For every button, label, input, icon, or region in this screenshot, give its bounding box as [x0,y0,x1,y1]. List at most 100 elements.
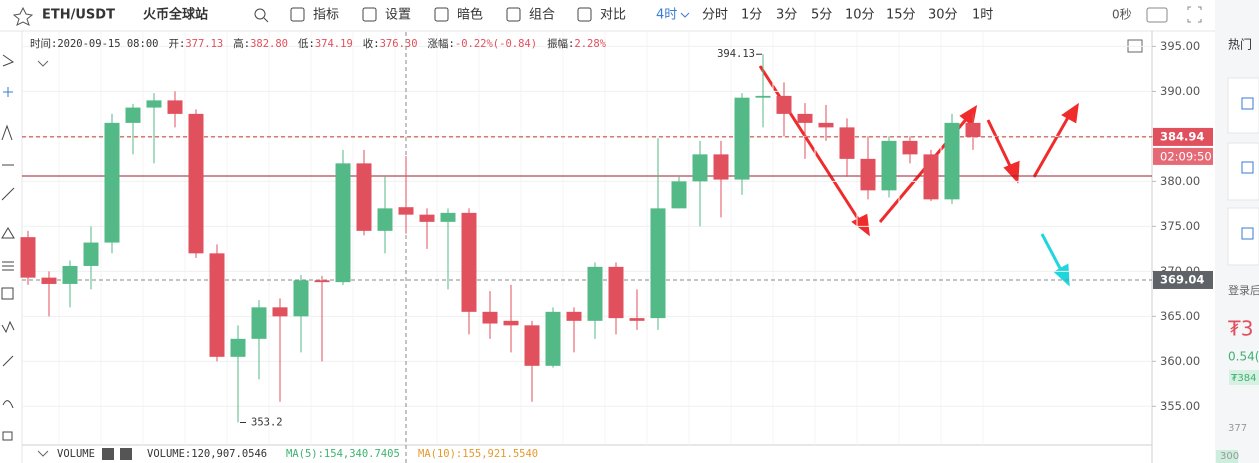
side-level: 300 [1220,451,1239,462]
checkbox[interactable] [1241,97,1254,110]
info-value: 376.30 [380,38,418,50]
collapse-icon[interactable] [37,60,49,67]
interval-button[interactable]: 5分 [811,8,832,23]
side-level: 377 [1228,423,1247,434]
tool-button[interactable]: 对比 [600,8,626,23]
last-price-tag [1153,127,1213,146]
candle-body [419,214,435,222]
candle-body [734,97,750,180]
tool-icon[interactable] [1,320,15,334]
candle-body [146,100,162,108]
info-label: 振幅: [547,37,574,50]
arrow [1040,233,1064,273]
tool-icon[interactable] [2,431,13,441]
candle-body [251,307,267,339]
tool-icon[interactable] [2,400,14,409]
y-tick-label: 390.00 [1160,84,1200,98]
arrow [986,119,1014,171]
candle-body [944,122,960,200]
checkbox[interactable] [1241,227,1254,240]
interval-caret [680,12,690,18]
candle-body [503,320,519,326]
candle-body [692,154,708,182]
alert-tag-text: 369.04 [1160,272,1204,286]
candle-body [440,212,456,222]
info-value: -0.22%(-0.84) [455,38,537,50]
favorite-icon[interactable] [12,6,34,26]
candle-body [629,318,645,321]
candle-body [272,307,288,317]
tool-icon[interactable] [2,261,14,271]
candle-body [650,208,666,319]
interval-button[interactable]: 3分 [776,8,797,23]
y-tick-label: 365.00 [1160,309,1200,323]
tool-icon [362,7,377,22]
interval-button[interactable]: 1时 [972,8,993,23]
symbol[interactable]: ETH/USDT [42,8,115,23]
tool-icon [506,7,521,22]
y-tick-label: 360.00 [1160,354,1200,368]
countdown-toggle[interactable]: 0秒 [1112,8,1132,22]
settings-icon[interactable] [102,448,114,460]
chart-layer: 355.00360.00365.00370.00375.00380.00385.… [20,7,1259,463]
candle-body [881,140,897,191]
low-label: 353.2 [251,417,283,429]
tool-button[interactable]: 设置 [385,8,411,23]
arrow-head [1061,102,1079,124]
candle-body [104,122,120,243]
info-label: 涨幅: [428,37,455,50]
tool-icon[interactable] [2,54,15,67]
info-label: 开: [168,38,185,50]
interval-button[interactable]: 1分 [741,8,762,23]
interval-button[interactable]: 4时 [656,8,677,23]
side-bar [1216,450,1238,463]
tool-icon[interactable] [1,287,14,300]
tool-icon[interactable] [1,227,15,239]
close-icon[interactable] [120,448,132,460]
tool-icon[interactable] [2,355,14,367]
countdown-tag [1153,147,1213,165]
tool-icon[interactable] [1,124,13,141]
candle-body [356,163,372,231]
volume-name: VOLUME [57,448,95,460]
info-value: 2.28% [574,38,606,50]
candle-body [860,158,876,191]
side-tag [1229,370,1259,385]
volume-value: VOLUME:120,907.0546 [147,448,267,460]
fullscreen-icon[interactable] [1187,6,1202,23]
tool-button[interactable]: 暗色 [457,7,483,23]
screenshot-icon[interactable] [1146,7,1168,23]
y-tick-label: 380.00 [1160,174,1200,188]
candle-body [755,95,771,98]
ma10-value: MA(10):155,921.5540 [418,448,538,460]
candle-body [398,207,414,215]
tool-icon [577,7,592,22]
interval-button[interactable]: 10分 [845,8,875,23]
interval-button[interactable]: 30分 [928,8,958,23]
info-label: 时间: [30,37,57,50]
candle-body [482,311,498,324]
arrow-head [1053,263,1070,287]
candle-body [902,140,918,155]
checkbox[interactable] [1241,161,1254,174]
candle-body [965,122,981,137]
info-value: 374.19 [315,38,353,50]
candle-body [839,127,855,159]
candle-body [776,95,792,114]
candle-body [377,208,393,231]
candle-body [167,100,183,114]
tool-button[interactable]: 组合 [529,8,555,23]
candle-body [314,280,330,283]
tool-icon[interactable] [3,87,13,97]
tool-icon[interactable] [1,187,15,201]
tool-icon [290,7,305,22]
candle-body [671,181,687,209]
drawing-tools [1,54,15,441]
search-icon[interactable] [254,8,266,20]
candle-body [125,107,141,123]
candle-body [209,253,225,357]
interval-button[interactable]: 分时 [702,8,728,23]
tool-button[interactable]: 指标 [313,8,339,23]
interval-button[interactable]: 15分 [886,8,916,23]
